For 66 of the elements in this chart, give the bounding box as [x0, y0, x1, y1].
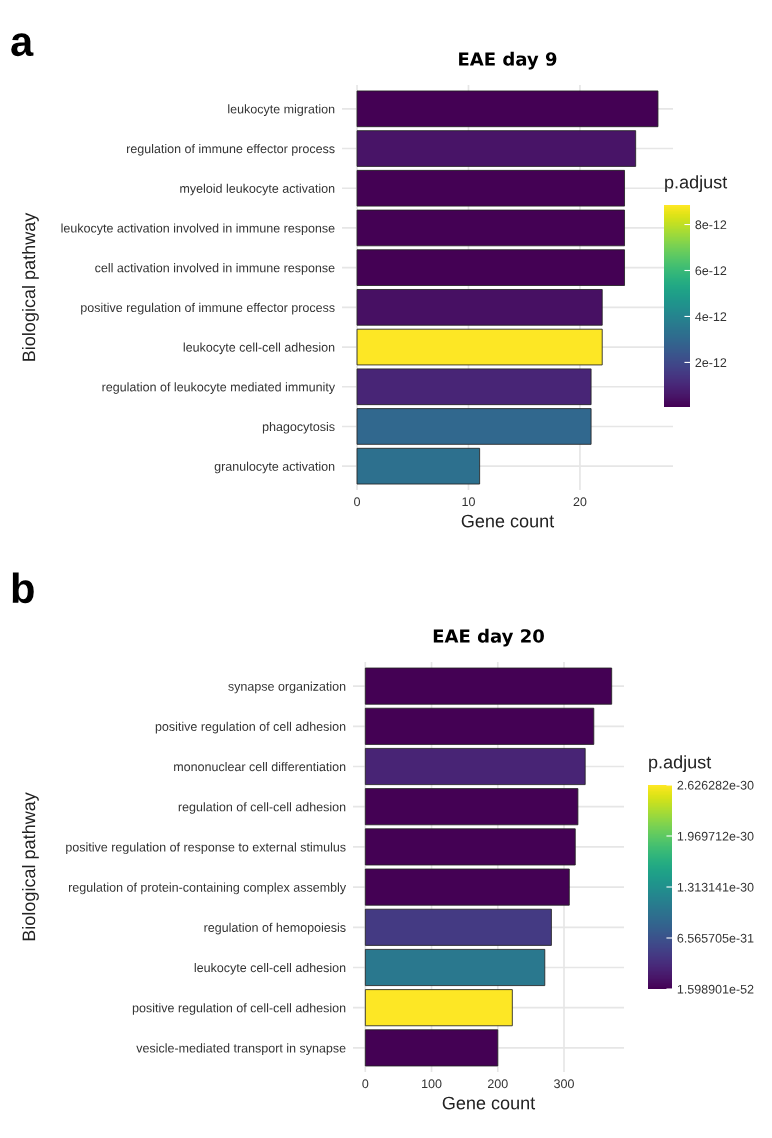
- x-tick-label: 0: [354, 497, 361, 507]
- bar: [356, 90, 659, 128]
- bar: [364, 989, 513, 1027]
- bar: [364, 868, 570, 906]
- chart-title: EAE day 9: [459, 51, 557, 70]
- bar: [356, 209, 625, 247]
- y-tick-label: leukocyte migration: [228, 104, 335, 116]
- y-tick-label: myeloid leukocyte activation: [180, 183, 335, 196]
- y-tick-label: regulation of leukocyte mediated immunity: [102, 382, 336, 394]
- color-bar-label: 4e-12: [695, 312, 727, 322]
- x-tick-label: 10: [462, 497, 475, 507]
- color-bar-label: 6.565705e-31: [677, 933, 754, 943]
- y-tick-label: positive regulation of response to external stimulus: [66, 842, 346, 855]
- y-tick-label: granulocyte activation: [214, 461, 335, 474]
- bar: [356, 169, 625, 207]
- x-axis-title: Gene count: [442, 1096, 536, 1110]
- y-axis-title: Biological pathway: [22, 792, 39, 941]
- x-tick-label: 300: [554, 1079, 574, 1089]
- y-tick-label: synapse organization: [228, 681, 346, 694]
- color-bar-title: p.adjust: [665, 175, 728, 193]
- y-tick-label: leukocyte cell-cell adhesion: [194, 962, 346, 975]
- y-tick-label: regulation of hemopoiesis: [204, 922, 346, 935]
- bar: [356, 408, 592, 445]
- y-tick-label: vesicle-mediated transport in synapse: [136, 1043, 346, 1056]
- text: b: [12, 572, 34, 604]
- chart-title: EAE day 20: [433, 628, 544, 647]
- y-tick-label: leukocyte activation involved in immune response: [61, 223, 335, 236]
- x-tick-label: 200: [487, 1079, 508, 1089]
- color-bar-title: p.adjust: [649, 755, 712, 773]
- bar: [356, 130, 637, 167]
- bar: [356, 368, 592, 406]
- bar: [356, 447, 481, 485]
- color-bar-label: 6e-12: [695, 266, 727, 276]
- color-bar-label: 8e-12: [695, 220, 727, 230]
- color-bar-label: 2e-12: [695, 358, 727, 368]
- x-axis-title: Gene count: [461, 514, 555, 528]
- bar: [364, 748, 586, 786]
- y-tick-label: regulation of protein-containing complex assembly: [68, 882, 347, 895]
- y-tick-label: positive regulation of immune effector process: [81, 302, 335, 315]
- y-tick-label: positive regulation of cell adhesion: [155, 721, 346, 734]
- color-bar-label: 1.598901e-52: [677, 984, 754, 994]
- text: a: [11, 33, 34, 57]
- bar: [356, 289, 603, 326]
- y-tick-label: leukocyte cell-cell adhesion: [183, 342, 335, 355]
- bar: [364, 908, 552, 946]
- color-bar-label: 2.626282e-30: [677, 780, 754, 790]
- bar: [356, 249, 625, 286]
- y-tick-label: regulation of immune effector process: [126, 144, 335, 156]
- bar: [356, 328, 603, 366]
- y-tick-label: positive regulation of cell-cell adhesion: [132, 1003, 346, 1015]
- color-bar-label: 1.969712e-30: [677, 831, 754, 841]
- x-tick-label: 100: [422, 1079, 442, 1089]
- y-tick-label: phagocytosis: [262, 421, 335, 434]
- y-tick-label: cell activation involved in immune response: [95, 263, 335, 275]
- bar: [364, 1029, 499, 1067]
- bar: [364, 948, 546, 986]
- bar: [364, 788, 579, 826]
- y-tick-label: regulation of cell-cell adhesion: [178, 802, 346, 814]
- y-tick-label: mononuclear cell differentiation: [174, 761, 346, 772]
- bar: [364, 707, 595, 745]
- color-bar-label: 1.313141e-30: [677, 882, 754, 892]
- y-axis-title: Biological pathway: [22, 212, 39, 361]
- x-tick-label: 0: [362, 1079, 369, 1089]
- x-tick-label: 20: [573, 497, 587, 507]
- bar: [364, 828, 576, 866]
- bar: [364, 667, 613, 705]
